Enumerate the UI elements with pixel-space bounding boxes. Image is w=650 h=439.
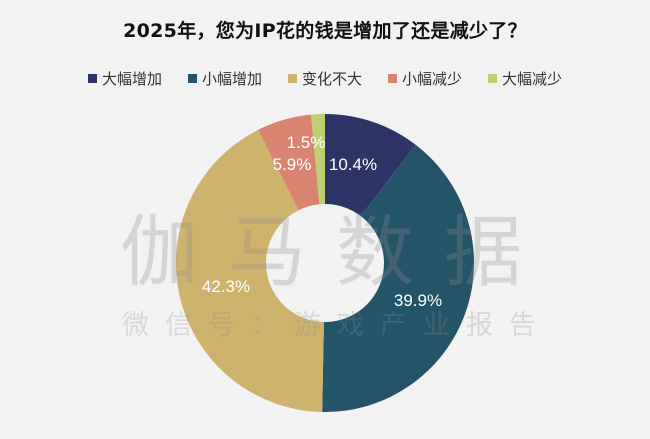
slice-small-increase	[322, 144, 474, 413]
legend-item-large-decrease: 大幅减少	[488, 68, 562, 89]
slice-label-small-increase: 39.9%	[394, 291, 442, 310]
legend-label: 小幅减少	[402, 70, 463, 88]
slice-label-large-increase: 10.4%	[329, 155, 377, 174]
legend-label: 大幅增加	[101, 70, 162, 88]
legend-label: 小幅增加	[201, 70, 262, 88]
legend-item-large-increase: 大幅增加	[87, 68, 162, 89]
chart-title: 2025年，您为IP花的钱是增加了还是减少了？	[123, 20, 527, 42]
legend-swatch-icon	[488, 74, 498, 83]
legend-label: 大幅减少	[502, 70, 563, 88]
legend-item-no-change: 变化不大	[287, 68, 362, 89]
legend-swatch-icon	[87, 74, 97, 83]
legend-swatch-icon	[287, 74, 297, 83]
legend-item-small-decrease: 小幅减少	[388, 68, 462, 89]
legend-swatch-icon	[388, 74, 397, 83]
legend-label: 变化不大	[301, 70, 362, 88]
legend-swatch-icon	[187, 74, 197, 83]
chart-legend: 大幅增加 小幅增加 变化不大 小幅减少 大幅减少	[0, 68, 650, 89]
legend-item-small-increase: 小幅增加	[187, 68, 262, 89]
donut-hole	[266, 204, 384, 322]
slice-label-large-decrease: 1.5%	[287, 133, 326, 152]
slice-label-small-decrease: 5.9%	[273, 155, 312, 174]
slice-label-no-change: 42.3%	[202, 277, 250, 296]
slice-no-change	[175, 129, 325, 412]
